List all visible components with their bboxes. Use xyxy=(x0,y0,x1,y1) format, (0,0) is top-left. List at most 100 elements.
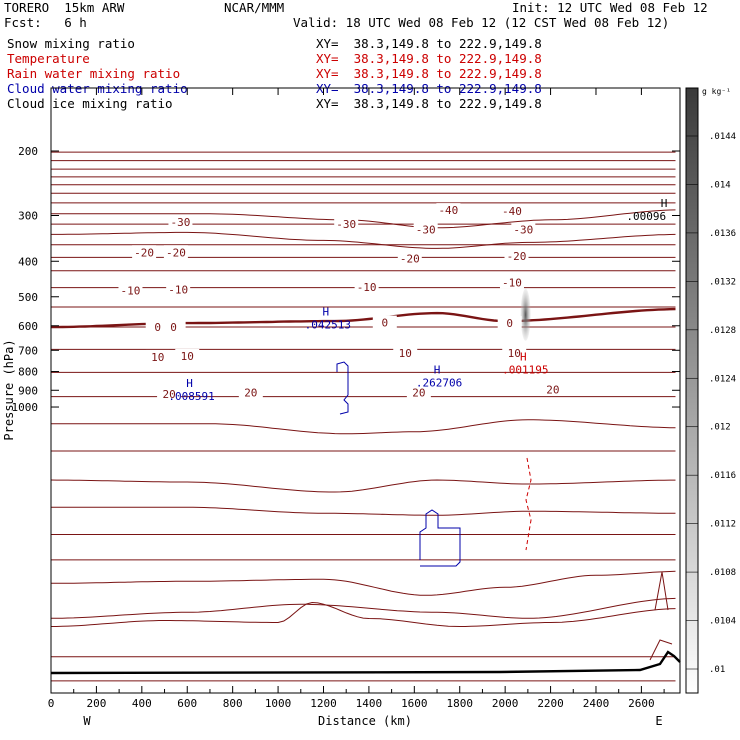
header-fcst: Fcst: 6 h xyxy=(4,15,87,30)
x-axis-left-label: W xyxy=(83,714,91,728)
x-tick-label: 400 xyxy=(132,697,152,710)
temperature-label-bg xyxy=(145,349,170,363)
extremum-high-marker: H xyxy=(434,363,441,376)
x-tick-label: 1000 xyxy=(265,697,292,710)
temperature-label-bg xyxy=(157,386,182,400)
temperature-label: 20 xyxy=(546,384,559,397)
zero-isotherm-line xyxy=(51,307,676,329)
field-xy: XY= 38.3,149.8 to 222.9,149.8 xyxy=(316,51,542,66)
temperature-label: 0 xyxy=(170,321,177,334)
temperature-label: -10 xyxy=(357,281,377,294)
temperature-label-bg xyxy=(175,348,200,362)
temperature-label-bg xyxy=(540,382,565,396)
x-tick-label: 2400 xyxy=(583,697,610,710)
header-init: Init: 12 UTC Wed 08 Feb 12 xyxy=(512,0,708,15)
temperature-label: 20 xyxy=(412,386,425,399)
x-tick-label: 800 xyxy=(223,697,243,710)
temperature-label-bg xyxy=(132,245,157,259)
temperature-label: -30 xyxy=(336,218,356,231)
y-tick-label: 600 xyxy=(18,320,38,333)
x-axis-right-label: E xyxy=(655,714,662,728)
y-tick-label: 500 xyxy=(18,291,38,304)
temperature-label: 10 xyxy=(151,351,164,364)
temperature-label-bg xyxy=(502,346,527,360)
temperature-label: -40 xyxy=(502,205,522,218)
temperature-label: 10 xyxy=(181,350,194,363)
colorbar-label: .0132 xyxy=(709,277,736,287)
y-tick-label: 800 xyxy=(18,366,38,379)
isotherm-line xyxy=(51,601,676,627)
field-name: Rain water mixing ratio xyxy=(7,66,181,81)
x-tick-label: 1800 xyxy=(446,697,473,710)
header-valid: Valid: 18 UTC Wed 08 Feb 12 (12 CST Wed … xyxy=(293,15,670,30)
x-tick-label: 2000 xyxy=(492,697,519,710)
temperature-label: -30 xyxy=(170,216,190,229)
temperature-label-bg xyxy=(504,249,529,263)
colorbar-label: .012 xyxy=(709,423,731,433)
x-tick-label: 1600 xyxy=(401,697,428,710)
isotherm-line xyxy=(50,479,676,493)
temperature-label: 0 xyxy=(154,321,161,334)
temperature-label-bg xyxy=(168,215,193,229)
colorbar-label: .0128 xyxy=(709,326,736,336)
y-tick-label: 300 xyxy=(18,210,38,223)
x-tick-label: 200 xyxy=(86,697,106,710)
temperature-label: 0 xyxy=(381,317,388,330)
field-name: Snow mixing ratio xyxy=(7,36,135,51)
temperature-label-bg xyxy=(166,282,191,296)
temperature-label-bg xyxy=(118,283,143,297)
colorbar-label: .0108 xyxy=(709,568,736,578)
isotherm-line xyxy=(51,419,676,435)
temperature-label-bg xyxy=(163,245,188,259)
x-tick-label: 600 xyxy=(177,697,197,710)
y-tick-label: 1000 xyxy=(12,401,39,414)
x-tick-label: 1400 xyxy=(356,697,383,710)
x-axis-title: Distance (km) xyxy=(318,714,412,728)
extremum-high-marker: H xyxy=(520,350,527,363)
rain-water-contour xyxy=(525,457,532,551)
header-model: TORERO 15km ARW xyxy=(4,0,125,15)
isotherm-line xyxy=(51,506,676,516)
temperature-label-bg xyxy=(499,275,524,289)
temperature-label: 20 xyxy=(162,388,175,401)
temperature-label: 20 xyxy=(244,386,257,399)
temperature-label: 10 xyxy=(508,347,521,360)
extremum-high-marker: H xyxy=(322,306,329,319)
temperature-label-bg xyxy=(497,316,522,330)
temperature-label: -20 xyxy=(400,252,420,265)
colorbar-label: .0124 xyxy=(709,374,736,384)
field-name: Cloud ice mixing ratio xyxy=(7,96,173,111)
isotherm-line xyxy=(51,209,676,229)
header-center: NCAR/MMM xyxy=(224,0,285,15)
extremum-value: .008591 xyxy=(168,390,214,403)
extremum-high-marker: H xyxy=(186,377,193,390)
isotherm-line xyxy=(51,597,676,619)
field-name: Temperature xyxy=(7,51,90,66)
temperature-label-bg xyxy=(436,203,461,217)
temperature-label: 0 xyxy=(506,317,513,330)
extremum-value: .001195 xyxy=(502,363,548,376)
temperature-label: -30 xyxy=(416,224,436,237)
colorbar-label: .0144 xyxy=(709,132,736,142)
colorbar-label: .0112 xyxy=(709,520,736,530)
temperature-label-bg xyxy=(334,216,359,230)
temperature-label-bg xyxy=(238,385,263,399)
terrain-isotherm xyxy=(649,571,673,661)
temperature-label: -10 xyxy=(121,284,141,297)
extremum-value: .042513 xyxy=(305,319,351,332)
y-tick-label: 400 xyxy=(18,255,38,268)
colorbar xyxy=(685,87,699,694)
y-axis-title: Pressure (hPa) xyxy=(2,339,16,440)
x-tick-label: 1200 xyxy=(310,697,337,710)
temperature-label-bg xyxy=(161,320,186,334)
temperature-label: 10 xyxy=(399,347,412,360)
temperature-label: -20 xyxy=(166,246,186,259)
temperature-label-bg xyxy=(372,315,397,329)
temperature-label: -20 xyxy=(134,246,154,259)
temperature-label-bg xyxy=(511,222,536,236)
temperature-label: -10 xyxy=(168,283,188,296)
extremum-value: .262706 xyxy=(416,376,462,389)
cloud-water-contour xyxy=(419,509,461,567)
colorbar-label: .0116 xyxy=(709,471,736,481)
x-tick-label: 0 xyxy=(48,697,55,710)
